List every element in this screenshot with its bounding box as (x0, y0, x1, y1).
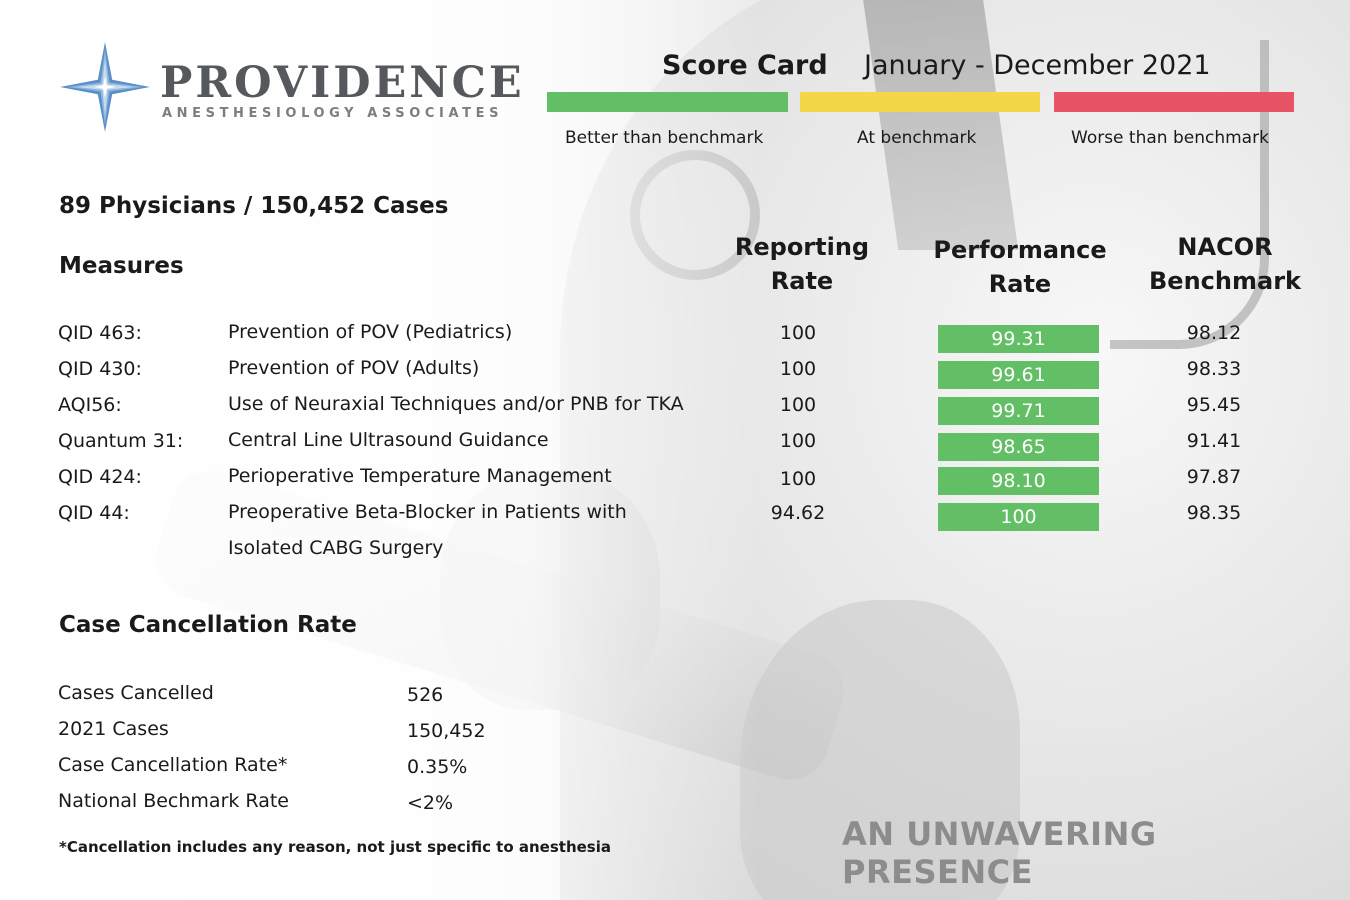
performance-rate-badge: 99.71 (938, 397, 1099, 425)
legend-label-at: At benchmark (857, 128, 977, 148)
measure-row: QID 430: Prevention of POV (Adults) 100 … (0, 357, 1350, 394)
measure-row: QID 424: Perioperative Temperature Manag… (0, 465, 1350, 502)
measure-description: Prevention of POV (Adults) (228, 357, 480, 379)
reporting-rate: 100 (779, 358, 817, 380)
measure-id: QID 44: (58, 502, 130, 524)
cancellation-label: National Bechmark Rate (58, 790, 289, 812)
measure-row: QID 44: Preoperative Beta-Blocker in Pat… (0, 501, 1350, 574)
legend-bar-better (547, 92, 788, 112)
column-header-line: Reporting (734, 233, 870, 261)
cancellation-value: <2% (407, 792, 454, 814)
measure-id: AQI56: (58, 394, 122, 416)
measure-description-line2: Isolated CABG Surgery (228, 537, 444, 559)
cancellation-label: Case Cancellation Rate* (58, 754, 288, 776)
legend-label-better: Better than benchmark (565, 128, 764, 148)
performance-rate-badge: 99.31 (938, 325, 1099, 353)
column-header-line: Benchmark (1149, 267, 1301, 295)
legend-bar-at (800, 92, 1040, 112)
measure-row: AQI56: Use of Neuraxial Techniques and/o… (0, 393, 1350, 430)
page-title: Score Card (662, 50, 828, 81)
nacor-benchmark: 98.33 (1186, 358, 1242, 380)
measure-id: QID 430: (58, 358, 142, 380)
providence-star-icon (60, 42, 150, 132)
measure-description: Prevention of POV (Pediatrics) (228, 321, 513, 343)
cancellation-label: 2021 Cases (58, 718, 169, 740)
measure-row: Quantum 31: Central Line Ultrasound Guid… (0, 429, 1350, 466)
measures-heading: Measures (59, 253, 184, 279)
logo-name: PROVIDENCE (160, 58, 525, 108)
performance-rate-badge: 98.10 (938, 467, 1099, 495)
column-header-line: Rate (988, 270, 1052, 298)
nacor-benchmark: 97.87 (1186, 466, 1242, 488)
measure-description: Central Line Ultrasound Guidance (228, 429, 549, 451)
nacor-benchmark: 91.41 (1186, 430, 1242, 452)
legend-label-worse: Worse than benchmark (1071, 128, 1269, 148)
cancellation-value: 0.35% (407, 756, 468, 778)
column-header-line: NACOR (1177, 233, 1273, 261)
cancellation-value: 150,452 (407, 720, 486, 742)
legend-bar-worse (1054, 92, 1294, 112)
cancellation-heading: Case Cancellation Rate (59, 612, 357, 638)
measure-description: Perioperative Temperature Management (228, 465, 612, 487)
column-header-reporting: Reporting Rate (727, 230, 877, 298)
cancellation-value: 526 (407, 684, 444, 706)
summary-line: 89 Physicians / 150,452 Cases (59, 193, 449, 219)
performance-rate-badge: 98.65 (938, 433, 1099, 461)
cancellation-row: 2021 Cases 150,452 (0, 718, 700, 754)
reporting-rate: 100 (779, 430, 817, 452)
column-header-nacor: NACOR Benchmark (1140, 230, 1310, 298)
nacor-benchmark: 98.12 (1186, 322, 1242, 344)
cancellation-label: Cases Cancelled (58, 682, 214, 704)
nacor-benchmark: 95.45 (1186, 394, 1242, 416)
reporting-rate: 94.62 (770, 502, 826, 524)
hand-shape (740, 600, 1020, 900)
stethoscope-tube-shape (1110, 40, 1269, 349)
reporting-rate: 100 (779, 468, 817, 490)
logo-subtitle: ANESTHESIOLOGY ASSOCIATES (162, 106, 504, 121)
reporting-rate: 100 (779, 322, 817, 344)
measure-id: Quantum 31: (58, 430, 184, 452)
measure-description: Use of Neuraxial Techniques and/or PNB f… (228, 393, 684, 415)
reporting-rate: 100 (779, 394, 817, 416)
cancellation-row: Cases Cancelled 526 (0, 682, 700, 718)
nacor-benchmark: 98.35 (1186, 502, 1242, 524)
measure-row: QID 463: Prevention of POV (Pediatrics) … (0, 321, 1350, 358)
background-fade (0, 0, 760, 900)
measure-description: Preoperative Beta-Blocker in Patients wi… (228, 501, 627, 523)
column-header-line: Rate (770, 267, 834, 295)
performance-rate-badge: 99.61 (938, 361, 1099, 389)
tagline: AN UNWAVERING PRESENCE (842, 815, 1157, 891)
period-label: January - December 2021 (864, 50, 1211, 81)
column-header-performance: Performance Rate (930, 233, 1110, 301)
measure-id: QID 463: (58, 322, 142, 344)
footnote: *Cancellation includes any reason, not j… (59, 838, 611, 856)
performance-rate-badge: 100 (938, 503, 1099, 531)
cancellation-row: Case Cancellation Rate* 0.35% (0, 754, 700, 790)
measure-id: QID 424: (58, 466, 142, 488)
column-header-line: Performance (933, 236, 1107, 264)
cancellation-row: National Bechmark Rate <2% (0, 790, 700, 826)
